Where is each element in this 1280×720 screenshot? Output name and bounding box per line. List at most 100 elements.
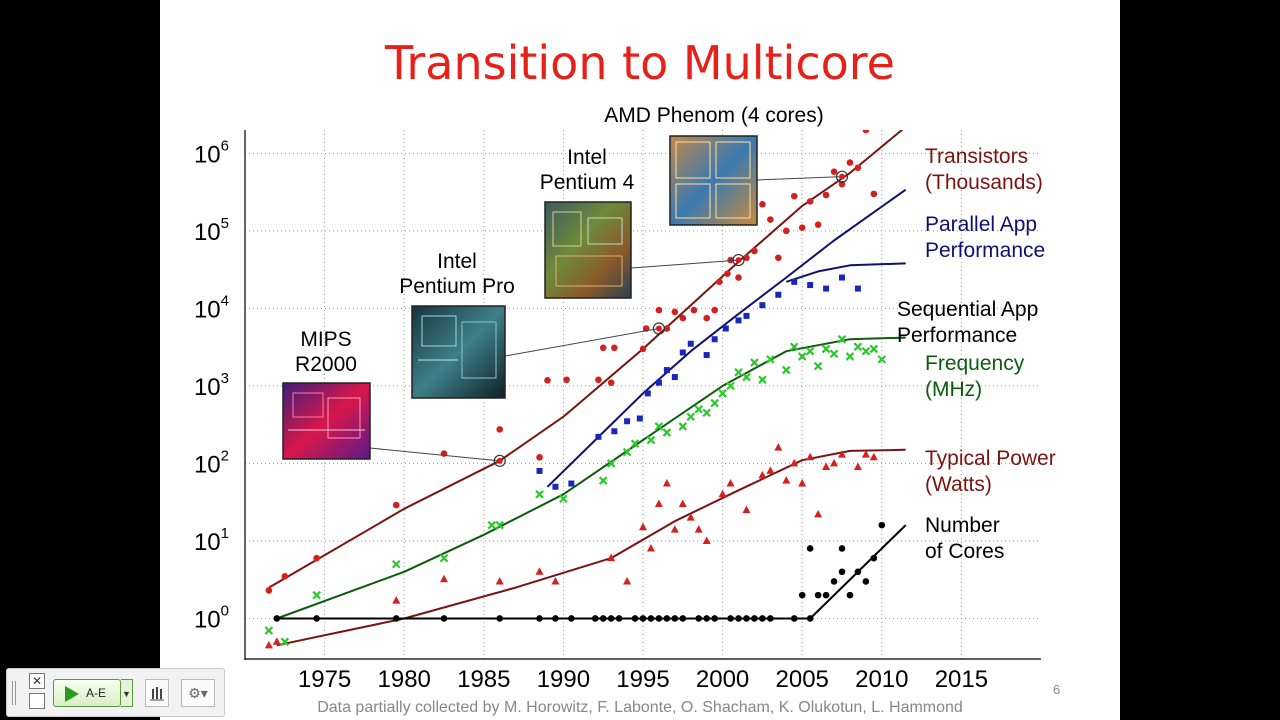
data-point bbox=[743, 312, 750, 319]
data-point bbox=[724, 270, 731, 278]
data-point bbox=[735, 317, 742, 324]
y-tick-label: 106 bbox=[194, 137, 229, 168]
data-point bbox=[862, 578, 870, 585]
data-point bbox=[599, 344, 607, 352]
trend-line-2 bbox=[785, 262, 906, 283]
data-point bbox=[806, 452, 815, 461]
data-point bbox=[710, 398, 719, 408]
data-point bbox=[823, 285, 830, 292]
data-point bbox=[782, 227, 790, 235]
annotation-leader bbox=[369, 447, 500, 462]
data-point bbox=[830, 578, 838, 585]
series-label: (Watts) bbox=[925, 473, 992, 496]
series-label: Performance bbox=[925, 239, 1045, 262]
data-point bbox=[758, 375, 767, 385]
data-point bbox=[563, 376, 570, 384]
data-point bbox=[806, 545, 814, 552]
data-point bbox=[568, 480, 575, 487]
data-point bbox=[703, 615, 710, 622]
data-point bbox=[751, 247, 758, 255]
data-point bbox=[821, 344, 831, 354]
y-tick-label: 102 bbox=[194, 447, 229, 478]
close-icon[interactable]: ✕ bbox=[29, 673, 45, 689]
bar-chart-icon[interactable] bbox=[145, 679, 169, 707]
y-tick-label: 101 bbox=[194, 525, 229, 556]
chip-die-pentium-pro bbox=[411, 305, 506, 399]
data-point bbox=[766, 466, 775, 474]
drag-grip-icon[interactable] bbox=[12, 681, 18, 705]
data-point bbox=[718, 489, 727, 498]
data-point bbox=[807, 282, 814, 289]
data-point bbox=[726, 479, 735, 487]
data-point bbox=[814, 591, 822, 599]
data-point bbox=[742, 505, 751, 514]
data-point bbox=[670, 525, 679, 533]
data-point bbox=[716, 278, 723, 286]
data-point bbox=[870, 554, 878, 562]
data-point bbox=[639, 615, 647, 622]
series-label: Transistors bbox=[925, 145, 1028, 168]
data-point bbox=[830, 458, 839, 467]
data-point bbox=[439, 553, 449, 563]
data-point bbox=[814, 509, 823, 518]
data-point bbox=[782, 476, 791, 484]
data-point bbox=[767, 615, 774, 622]
data-point bbox=[711, 615, 718, 622]
series-label: Number bbox=[925, 514, 1000, 537]
y-tick-label: 103 bbox=[194, 370, 229, 401]
data-point bbox=[636, 415, 643, 422]
data-point bbox=[679, 349, 686, 356]
data-point bbox=[663, 615, 671, 622]
data-point bbox=[654, 499, 663, 507]
slide: Transition to Multicore 1975 1980 1985 1990… bbox=[160, 0, 1120, 720]
data-point bbox=[845, 352, 855, 361]
data-point bbox=[495, 576, 504, 585]
data-point bbox=[742, 372, 751, 382]
data-point bbox=[624, 418, 631, 425]
data-point bbox=[671, 308, 679, 316]
trend-line-3 bbox=[276, 336, 906, 620]
bar-chart-glyph bbox=[150, 687, 164, 701]
data-point bbox=[655, 615, 663, 622]
data-point bbox=[759, 615, 766, 622]
data-point bbox=[552, 483, 559, 490]
data-point bbox=[671, 374, 678, 381]
data-point bbox=[623, 576, 632, 585]
data-point bbox=[839, 274, 845, 281]
data-point bbox=[877, 355, 887, 364]
data-point bbox=[743, 254, 750, 262]
data-point bbox=[854, 568, 862, 576]
data-point bbox=[751, 615, 758, 622]
data-point bbox=[726, 381, 735, 391]
data-point bbox=[870, 190, 878, 198]
gear-icon[interactable]: ⚙▾ bbox=[181, 679, 215, 707]
data-point bbox=[679, 615, 687, 622]
play-button[interactable]: A-E bbox=[53, 679, 121, 707]
series-label: Sequential App bbox=[897, 298, 1038, 321]
annotation-caption: R2000 bbox=[295, 353, 357, 376]
data-point bbox=[611, 428, 618, 435]
data-point bbox=[496, 615, 504, 622]
data-point bbox=[703, 314, 710, 322]
data-point bbox=[639, 522, 647, 531]
x-tick-labels: 1975 1980 1985 1990 1995 2000 2005 2010 2015 bbox=[298, 666, 988, 693]
data-point bbox=[559, 494, 568, 504]
data-point bbox=[679, 314, 687, 322]
data-point bbox=[861, 346, 871, 356]
data-point bbox=[727, 615, 734, 622]
data-point bbox=[775, 291, 782, 298]
data-point bbox=[495, 520, 504, 530]
annotation-caption: Pentium 4 bbox=[540, 171, 635, 194]
data-point bbox=[646, 435, 656, 445]
data-point bbox=[822, 191, 830, 199]
data-point bbox=[690, 306, 698, 314]
data-point bbox=[853, 462, 862, 470]
chevron-down-icon[interactable]: ▼ bbox=[121, 679, 133, 707]
series-label: (MHz) bbox=[925, 378, 982, 401]
chip-die-mips bbox=[282, 382, 371, 460]
data-point bbox=[646, 543, 655, 552]
data-point bbox=[536, 615, 543, 622]
edit-icon[interactable] bbox=[29, 693, 45, 709]
data-point bbox=[536, 453, 543, 461]
data-point bbox=[798, 224, 806, 231]
